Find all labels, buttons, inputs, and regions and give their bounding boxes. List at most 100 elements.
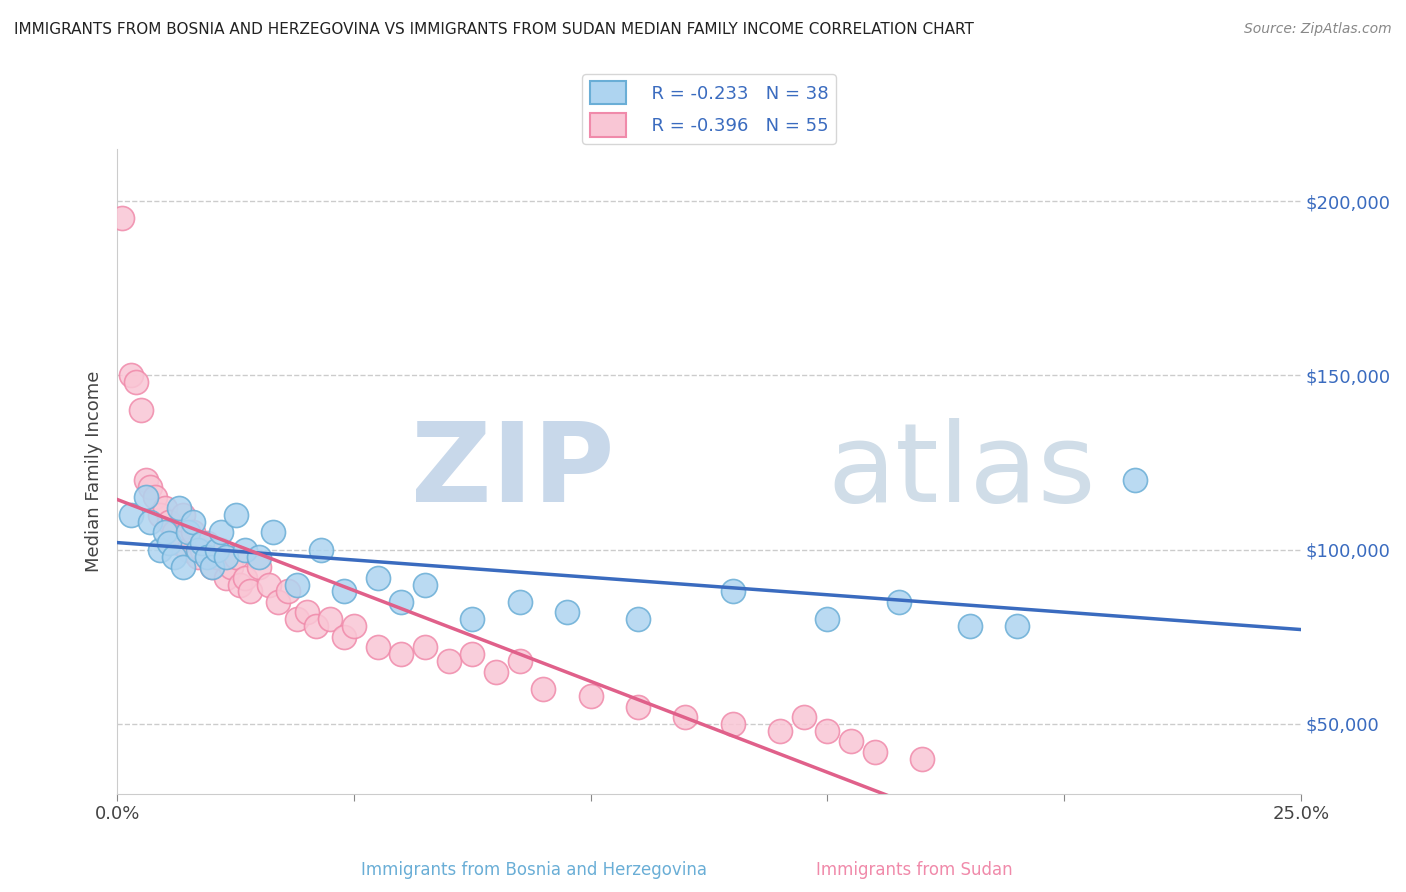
Point <box>262 525 284 540</box>
Point <box>509 654 531 668</box>
Point <box>333 630 356 644</box>
Point <box>177 542 200 557</box>
Point <box>367 640 389 655</box>
Point <box>721 584 744 599</box>
Point <box>205 549 228 564</box>
Point <box>461 612 484 626</box>
Point <box>769 723 792 738</box>
Point <box>187 549 209 564</box>
Point <box>187 542 209 557</box>
Point <box>555 606 578 620</box>
Point <box>195 549 218 564</box>
Point <box>157 535 180 549</box>
Point <box>461 647 484 661</box>
Point <box>413 640 436 655</box>
Point <box>139 515 162 529</box>
Point <box>201 560 224 574</box>
Point <box>817 723 839 738</box>
Point <box>181 515 204 529</box>
Point <box>209 525 232 540</box>
Legend:   R = -0.233   N = 38,   R = -0.396   N = 55: R = -0.233 N = 38, R = -0.396 N = 55 <box>582 74 837 144</box>
Point <box>1005 619 1028 633</box>
Point <box>627 699 650 714</box>
Point <box>343 619 366 633</box>
Text: Immigrants from Bosnia and Herzegovina: Immigrants from Bosnia and Herzegovina <box>361 861 707 879</box>
Point <box>319 612 342 626</box>
Point <box>163 549 186 564</box>
Point <box>1123 473 1146 487</box>
Point <box>157 515 180 529</box>
Text: Immigrants from Sudan: Immigrants from Sudan <box>815 861 1012 879</box>
Point <box>153 525 176 540</box>
Text: atlas: atlas <box>828 417 1097 524</box>
Point <box>721 717 744 731</box>
Point <box>333 584 356 599</box>
Point <box>129 403 152 417</box>
Point <box>225 549 247 564</box>
Text: Source: ZipAtlas.com: Source: ZipAtlas.com <box>1244 22 1392 37</box>
Point <box>579 689 602 703</box>
Point <box>863 745 886 759</box>
Point <box>887 595 910 609</box>
Point <box>205 542 228 557</box>
Point <box>201 560 224 574</box>
Point <box>959 619 981 633</box>
Point <box>143 491 166 505</box>
Point <box>149 508 172 522</box>
Point <box>413 577 436 591</box>
Text: IMMIGRANTS FROM BOSNIA AND HERZEGOVINA VS IMMIGRANTS FROM SUDAN MEDIAN FAMILY IN: IMMIGRANTS FROM BOSNIA AND HERZEGOVINA V… <box>14 22 974 37</box>
Point <box>135 473 157 487</box>
Point <box>149 542 172 557</box>
Point <box>163 525 186 540</box>
Point <box>111 211 134 226</box>
Point <box>233 542 256 557</box>
Point <box>531 682 554 697</box>
Point <box>309 542 332 557</box>
Point <box>120 368 142 383</box>
Point <box>239 584 262 599</box>
Point <box>295 606 318 620</box>
Point <box>817 612 839 626</box>
Point <box>215 549 238 564</box>
Point <box>191 542 214 557</box>
Y-axis label: Median Family Income: Median Family Income <box>86 370 103 572</box>
Point <box>839 734 862 748</box>
Point <box>173 508 195 522</box>
Point <box>793 710 815 724</box>
Point <box>911 752 934 766</box>
Point <box>177 525 200 540</box>
Point <box>277 584 299 599</box>
Point <box>437 654 460 668</box>
Point <box>257 577 280 591</box>
Point <box>305 619 328 633</box>
Point <box>225 508 247 522</box>
Point <box>627 612 650 626</box>
Text: ZIP: ZIP <box>411 417 614 524</box>
Point <box>367 570 389 584</box>
Point <box>135 491 157 505</box>
Point <box>167 535 190 549</box>
Point <box>191 535 214 549</box>
Point <box>219 560 242 574</box>
Point <box>173 560 195 574</box>
Point <box>167 500 190 515</box>
Point <box>233 570 256 584</box>
Point <box>285 577 308 591</box>
Point <box>229 577 252 591</box>
Point <box>215 570 238 584</box>
Point <box>125 376 148 390</box>
Point <box>247 549 270 564</box>
Point <box>267 595 290 609</box>
Point <box>509 595 531 609</box>
Point <box>389 647 412 661</box>
Point <box>485 665 508 679</box>
Point <box>285 612 308 626</box>
Point <box>139 480 162 494</box>
Point <box>120 508 142 522</box>
Point <box>181 525 204 540</box>
Point <box>209 542 232 557</box>
Point <box>195 535 218 549</box>
Point <box>673 710 696 724</box>
Point <box>153 500 176 515</box>
Point <box>247 560 270 574</box>
